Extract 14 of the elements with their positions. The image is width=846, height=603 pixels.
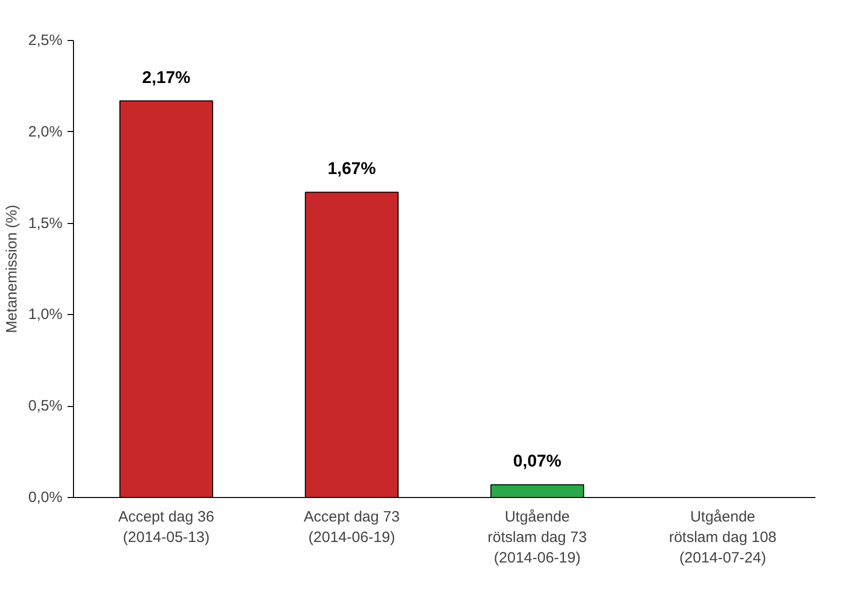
x-tick-label: Accept dag 36 (2014-05-13) [118, 508, 214, 546]
y-tick-label: 2,5% [28, 32, 63, 49]
x-tick-label: Utgående rötslam dag 108 (2014-07-24) [668, 508, 777, 566]
x-tick-label: Accept dag 73 (2014-06-19) [304, 508, 400, 546]
y-tick-label: 0,0% [28, 489, 63, 506]
data-label: 0,07% [513, 452, 562, 471]
y-tick-label: 2,0% [28, 123, 63, 140]
y-tick-label: 1,5% [28, 214, 63, 232]
y-axis-title: Metanemission (%) [3, 204, 20, 334]
y-tick-label: 0,5% [28, 398, 63, 415]
data-label: 2,17% [142, 68, 190, 87]
x-tick-label: Utgående rötslam dag 73 (2014-06-19) [488, 508, 587, 566]
y-tick-label: 1,0% [28, 306, 63, 324]
data-label: 1,67% [328, 159, 376, 178]
